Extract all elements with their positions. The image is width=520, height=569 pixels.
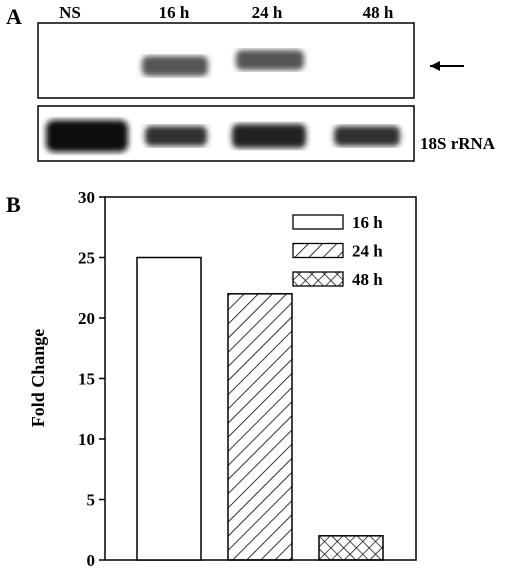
y-tick-label: 10 — [78, 430, 95, 449]
legend-label: 24 h — [352, 242, 383, 261]
band — [236, 50, 304, 70]
lane-label: 16 h — [159, 3, 190, 22]
legend-swatch — [292, 214, 344, 230]
legend-label: 16 h — [352, 213, 383, 232]
lane-label: 24 h — [252, 3, 283, 22]
y-axis-label: Fold Change — [28, 329, 48, 428]
legend-swatch — [292, 271, 344, 287]
lane-label: NS — [59, 3, 81, 22]
lane-label: 48 h — [363, 3, 394, 22]
band — [145, 126, 207, 146]
upper-blot — [37, 22, 415, 99]
y-tick-label: 30 — [78, 188, 95, 207]
bar — [136, 256, 202, 561]
y-tick-label: 0 — [87, 551, 96, 569]
legend-label: 48 h — [352, 270, 383, 289]
y-tick-label: 25 — [78, 249, 95, 268]
bar — [227, 293, 293, 561]
band — [232, 124, 306, 148]
legend-swatch — [292, 242, 344, 259]
band — [46, 120, 128, 152]
y-tick-label: 20 — [78, 309, 95, 328]
y-tick-label: 15 — [78, 370, 95, 389]
band — [334, 126, 400, 146]
blot-label: 18S rRNA — [420, 134, 496, 153]
bar — [318, 535, 384, 561]
y-tick-label: 5 — [87, 491, 96, 510]
panel-label: A — [6, 4, 22, 29]
band — [142, 56, 208, 76]
panel-label: B — [6, 192, 21, 217]
arrow-head — [430, 61, 440, 71]
